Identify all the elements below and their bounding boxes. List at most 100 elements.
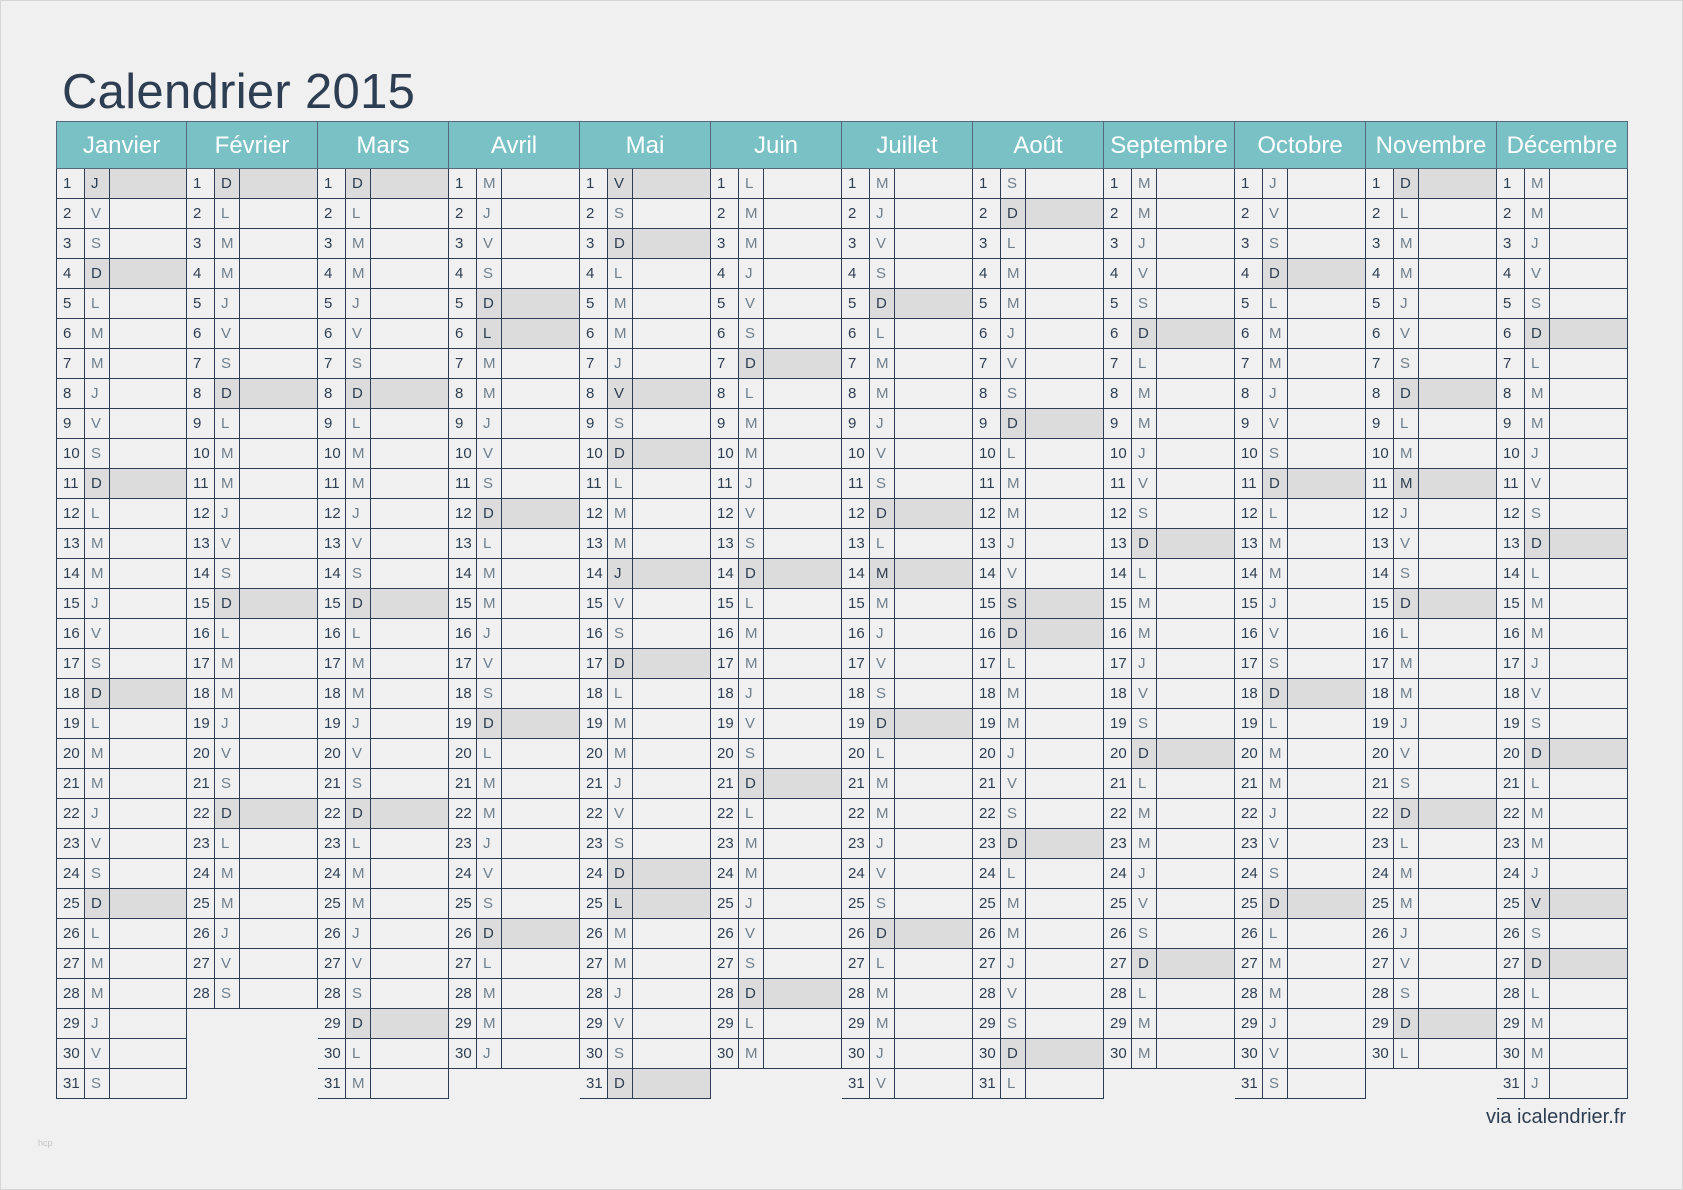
- day-number: 7: [1235, 349, 1263, 378]
- weekday-letter: D: [1001, 829, 1026, 858]
- day-row: 29 M: [842, 1009, 973, 1039]
- day-number: 21: [57, 769, 85, 798]
- weekday-letter: S: [1001, 379, 1026, 408]
- day-number: 2: [187, 199, 215, 228]
- day-row: 11 V: [1497, 469, 1628, 499]
- weekday-letter: L: [215, 619, 240, 648]
- day-row: 24 M: [1366, 859, 1497, 889]
- weekday-letter: M: [1263, 769, 1288, 798]
- note-cell: [895, 919, 972, 948]
- day-number: 16: [711, 619, 739, 648]
- day-row: 26 D: [842, 919, 973, 949]
- day-row: 25 D: [1235, 889, 1366, 919]
- note-cell: [1026, 769, 1103, 798]
- day-number: 20: [318, 739, 346, 768]
- weekday-letter: S: [1132, 499, 1157, 528]
- weekday-letter: M: [1394, 889, 1419, 918]
- day-number: 23: [187, 829, 215, 858]
- note-cell: [1550, 169, 1627, 198]
- day-number: 5: [449, 289, 477, 318]
- note-cell: [633, 559, 710, 588]
- weekday-letter: M: [739, 199, 764, 228]
- day-row: 25 D: [56, 889, 187, 919]
- weekday-letter: S: [85, 439, 110, 468]
- weekday-letter: S: [1263, 229, 1288, 258]
- day-number: 15: [842, 589, 870, 618]
- day-number: 1: [842, 169, 870, 198]
- weekday-letter: J: [1525, 439, 1550, 468]
- day-number: 14: [187, 559, 215, 588]
- day-row: 26 M: [973, 919, 1104, 949]
- note-cell: [371, 859, 448, 888]
- day-number: 27: [318, 949, 346, 978]
- weekday-letter: J: [1263, 589, 1288, 618]
- day-number: 17: [973, 649, 1001, 678]
- note-cell: [1419, 1039, 1496, 1068]
- weekday-letter: V: [870, 1069, 895, 1098]
- note-cell: [1026, 919, 1103, 948]
- weekday-letter: J: [85, 1009, 110, 1038]
- weekday-letter: V: [608, 799, 633, 828]
- day-number: 26: [57, 919, 85, 948]
- day-number: 14: [1104, 559, 1132, 588]
- day-number: 19: [1235, 709, 1263, 738]
- day-number: 16: [1104, 619, 1132, 648]
- weekday-letter: D: [870, 289, 895, 318]
- day-number: 20: [580, 739, 608, 768]
- weekday-letter: D: [1001, 619, 1026, 648]
- day-number: 8: [1366, 379, 1394, 408]
- weekday-letter: L: [1394, 829, 1419, 858]
- weekday-letter: M: [215, 889, 240, 918]
- note-cell: [371, 199, 448, 228]
- day-row: 28 M: [842, 979, 973, 1009]
- weekday-letter: S: [1525, 499, 1550, 528]
- day-row: 24 J: [1497, 859, 1628, 889]
- day-number: 18: [318, 679, 346, 708]
- day-row: 19 J: [1366, 709, 1497, 739]
- note-cell: [1288, 169, 1365, 198]
- day-row: 15 D: [187, 589, 318, 619]
- day-row: 25 M: [187, 889, 318, 919]
- weekday-letter: M: [1132, 409, 1157, 438]
- day-number: 5: [842, 289, 870, 318]
- note-cell: [1419, 979, 1496, 1008]
- note-cell: [502, 289, 579, 318]
- note-cell: [502, 769, 579, 798]
- day-row: 17 V: [449, 649, 580, 679]
- day-number: 23: [449, 829, 477, 858]
- day-number: 23: [973, 829, 1001, 858]
- note-cell: [502, 319, 579, 348]
- day-row: 29 J: [56, 1009, 187, 1039]
- day-number: 13: [973, 529, 1001, 558]
- day-row: 16 L: [1366, 619, 1497, 649]
- note-cell: [371, 799, 448, 828]
- weekday-letter: S: [1394, 979, 1419, 1008]
- weekday-letter: D: [1263, 469, 1288, 498]
- day-number: 1: [711, 169, 739, 198]
- note-cell: [633, 859, 710, 888]
- day-number: 23: [1104, 829, 1132, 858]
- note-cell: [1157, 319, 1234, 348]
- day-number: 24: [1235, 859, 1263, 888]
- weekday-letter: M: [477, 1009, 502, 1038]
- day-row: 20 L: [842, 739, 973, 769]
- note-cell: [1288, 319, 1365, 348]
- note-cell: [1288, 469, 1365, 498]
- note-cell: [633, 949, 710, 978]
- note-cell: [502, 1039, 579, 1068]
- note-cell: [502, 739, 579, 768]
- day-number: 10: [318, 439, 346, 468]
- day-row: 14 S: [318, 559, 449, 589]
- day-number: 15: [1366, 589, 1394, 618]
- day-number: 27: [1104, 949, 1132, 978]
- weekday-letter: V: [739, 709, 764, 738]
- day-row: 10 S: [1235, 439, 1366, 469]
- day-row: 21 M: [842, 769, 973, 799]
- weekday-letter: V: [85, 829, 110, 858]
- day-number: 28: [187, 979, 215, 1008]
- day-number: 17: [1235, 649, 1263, 678]
- note-cell: [895, 289, 972, 318]
